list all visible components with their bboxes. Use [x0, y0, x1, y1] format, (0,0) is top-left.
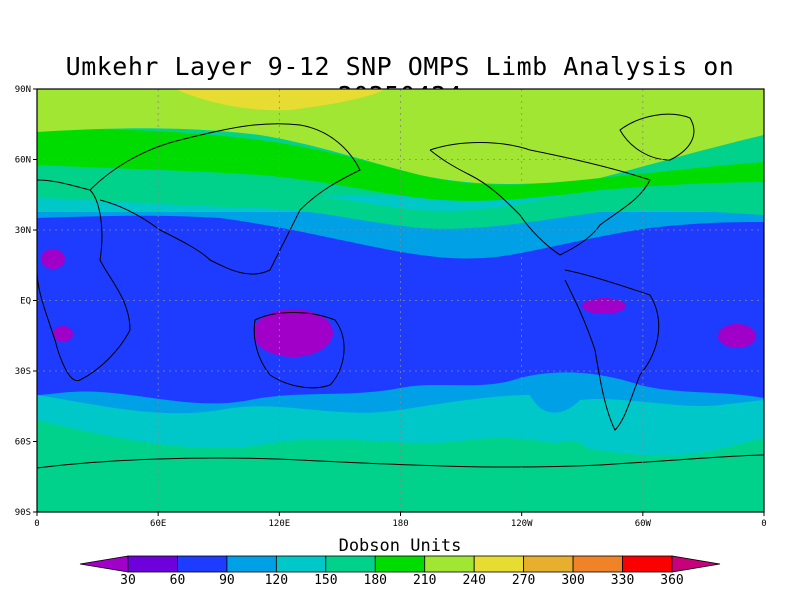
- colorbar-swatch: [275, 555, 327, 573]
- lon-label: 0: [34, 519, 39, 529]
- colorbar-min-triangle: [79, 555, 129, 573]
- coast-africa: [37, 179, 131, 382]
- blob-africa: [53, 326, 73, 342]
- blob-atlantic: [718, 324, 756, 348]
- lat-label: 60S: [15, 438, 31, 448]
- lon-label: 180: [392, 519, 408, 529]
- band-210-240-north: [37, 89, 764, 184]
- colorbar-level-label: 90: [219, 573, 235, 588]
- lon-label: 120E: [268, 519, 290, 529]
- band-150-180-north-2: [37, 160, 764, 229]
- colorbar-level-label: 300: [561, 573, 584, 588]
- colorbar-level-label: 180: [364, 573, 387, 588]
- colorbar-swatch: [127, 555, 178, 573]
- lon-axis: 0 60E 120E 180 120W 60W 0: [34, 519, 766, 529]
- lat-label: 30S: [15, 367, 31, 377]
- colorbar-swatch: [226, 555, 277, 573]
- colorbar-title: Dobson Units: [338, 536, 462, 556]
- lat-label: 90N: [15, 85, 31, 95]
- colorbar-swatch: [424, 555, 475, 573]
- coast-antarctica: [37, 454, 764, 469]
- band-240-270-north: [175, 89, 385, 111]
- lat-label: 60N: [15, 156, 31, 166]
- colorbar-level-label: 210: [413, 573, 436, 588]
- lon-label: 120W: [511, 519, 533, 529]
- coast-eurasia: [89, 123, 361, 275]
- axis-ticks: [33, 88, 765, 516]
- coastlines: [37, 113, 764, 469]
- lat-label: EQ: [20, 297, 31, 307]
- lon-label: 60W: [635, 519, 652, 529]
- lat-label: 90S: [15, 508, 31, 518]
- band-180-210-north: [37, 129, 764, 201]
- colorbar-swatch: [325, 555, 376, 573]
- colorbar-swatch: [374, 555, 426, 573]
- colorbar-swatch: [622, 555, 673, 573]
- colorbar-level-label: 60: [170, 573, 186, 588]
- colorbar-swatch: [572, 555, 623, 573]
- colorbar-swatch: [523, 555, 574, 573]
- colorbar-level-label: 270: [512, 573, 535, 588]
- blob-australia: [253, 309, 333, 357]
- gridlines: [37, 89, 764, 512]
- colorbar-max-triangle: [671, 555, 721, 573]
- colorbar-level-label: 30: [120, 573, 136, 588]
- blob-southpacific: [551, 441, 587, 461]
- colorbar-level-label: 120: [265, 573, 288, 588]
- blob-amazon: [582, 298, 626, 314]
- blob-sahara: [41, 249, 65, 269]
- colorbar-level-label: 360: [660, 573, 683, 588]
- lat-axis: 90N 60N 30N EQ 30S 60S 90S: [15, 85, 31, 518]
- colorbar-level-label: 240: [462, 573, 485, 588]
- lat-label: 30N: [15, 226, 31, 236]
- colorbar-level-label: 330: [611, 573, 634, 588]
- colorbar-swatch: [473, 555, 525, 573]
- lon-label: 60E: [150, 519, 166, 529]
- colorbar-swatch: [177, 555, 228, 573]
- lon-label: 0: [761, 519, 766, 529]
- colorbar-level-label: 150: [314, 573, 337, 588]
- coast-greenland: [619, 113, 695, 161]
- coast-australia: [253, 312, 345, 389]
- coast-north-america: [429, 142, 651, 256]
- coast-south-america: [564, 269, 660, 431]
- colorbar-labels: 30 60 90 120 150 180 210 240 270 300 330 360: [120, 573, 684, 588]
- band-60-90: [37, 215, 764, 404]
- colorbar-swatches: [79, 555, 721, 573]
